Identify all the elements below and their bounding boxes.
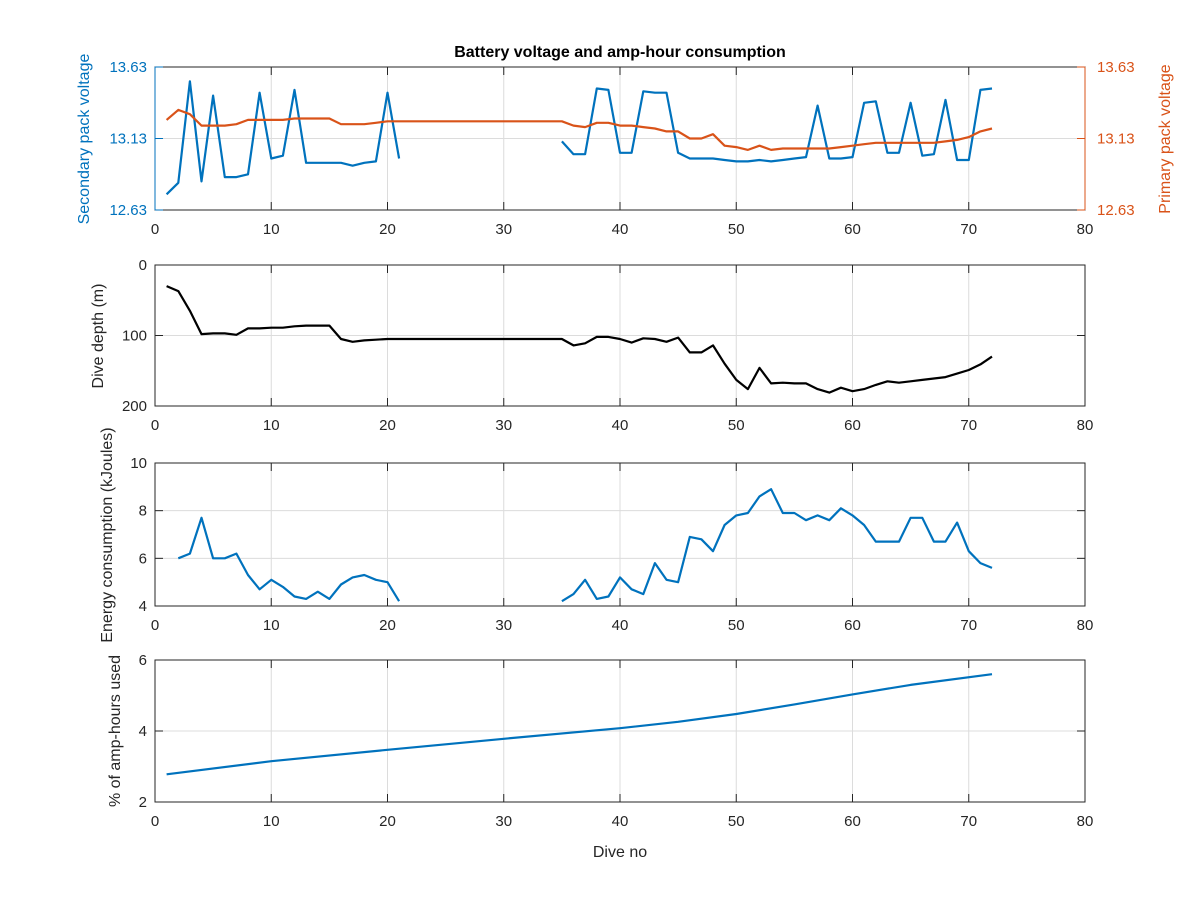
amphours-xtick-label: 70 bbox=[960, 813, 977, 830]
amphours-xtick-label: 50 bbox=[728, 813, 745, 830]
energy-xtick-label: 40 bbox=[612, 617, 629, 634]
depth-xtick-label: 80 bbox=[1077, 417, 1094, 434]
energy-xtick-label: 30 bbox=[495, 617, 512, 634]
figure-title: Battery voltage and amp-hour consumption bbox=[454, 44, 786, 61]
energy-xtick-label: 80 bbox=[1077, 617, 1094, 634]
depth-xtick-label: 60 bbox=[844, 417, 861, 434]
voltage-xtick-label: 0 bbox=[151, 221, 159, 238]
voltage-ytick-label: 13.13 bbox=[109, 131, 147, 148]
voltage-xtick-label: 80 bbox=[1077, 221, 1094, 238]
voltage-right-ytick-label: 12.63 bbox=[1097, 202, 1135, 219]
voltage-ytick-label: 12.63 bbox=[109, 202, 147, 219]
depth-series-line-0 bbox=[166, 285, 993, 394]
depth-ytick-label: 100 bbox=[122, 328, 147, 345]
depth-xtick-label: 50 bbox=[728, 417, 745, 434]
amphours-xlabel: Dive no bbox=[593, 844, 647, 861]
depth-xtick-label: 70 bbox=[960, 417, 977, 434]
voltage-left-ylabel: Secondary pack voltage bbox=[76, 54, 93, 225]
energy-ytick-label: 6 bbox=[139, 550, 147, 567]
voltage-xtick-label: 50 bbox=[728, 221, 745, 238]
energy-ytick-label: 4 bbox=[139, 598, 147, 615]
voltage-xtick-label: 70 bbox=[960, 221, 977, 238]
amphours-xtick-label: 40 bbox=[612, 813, 629, 830]
depth-xtick-label: 20 bbox=[379, 417, 396, 434]
depth-ytick-label: 200 bbox=[122, 398, 147, 415]
energy-plot: 0 10 20 30 40 50 60 70 80 4 6 8 10 Energy consumptio… bbox=[99, 427, 1093, 642]
energy-ylabel: Energy consumption (kJoules) bbox=[99, 427, 116, 642]
voltage-right-ytick-label: 13.63 bbox=[1097, 59, 1135, 76]
depth-plot: 0 10 20 30 40 50 60 70 80 0 100 200 Dive depth (m) bbox=[90, 257, 1093, 434]
energy-xtick-label: 20 bbox=[379, 617, 396, 634]
depth-xtick-label: 0 bbox=[151, 417, 159, 434]
voltage-xtick-label: 10 bbox=[263, 221, 280, 238]
depth-ylabel: Dive depth (m) bbox=[90, 284, 107, 389]
depth-xtick-label: 10 bbox=[263, 417, 280, 434]
energy-xtick-label: 50 bbox=[728, 617, 745, 634]
voltage-xtick-label: 60 bbox=[844, 221, 861, 238]
voltage-series-line-left bbox=[165, 80, 993, 196]
amphours-ylabel: % of amp-hours used bbox=[107, 655, 124, 807]
amphours-ytick-label: 2 bbox=[139, 794, 147, 811]
amphours-xtick-label: 10 bbox=[263, 813, 280, 830]
amphours-ytick-label: 4 bbox=[139, 723, 147, 740]
amphours-xtick-label: 0 bbox=[151, 813, 159, 830]
energy-ytick-label: 10 bbox=[130, 455, 147, 472]
energy-ytick-label: 8 bbox=[139, 503, 147, 520]
voltage-xtick-label: 20 bbox=[379, 221, 396, 238]
voltage-right-ylabel: Primary pack voltage bbox=[1157, 64, 1174, 213]
amphours-series-line-0 bbox=[166, 673, 993, 776]
voltage-right-ytick-label: 13.13 bbox=[1097, 131, 1135, 148]
energy-xtick-label: 60 bbox=[844, 617, 861, 634]
energy-series-line-0 bbox=[177, 488, 993, 603]
voltage-xtick-label: 30 bbox=[495, 221, 512, 238]
depth-ytick-label: 0 bbox=[139, 257, 147, 274]
amphours-xtick-label: 60 bbox=[844, 813, 861, 830]
voltage-series-line-right bbox=[165, 108, 993, 151]
depth-xtick-label: 40 bbox=[612, 417, 629, 434]
energy-xtick-label: 70 bbox=[960, 617, 977, 634]
amphours-xtick-label: 30 bbox=[495, 813, 512, 830]
energy-xtick-label: 10 bbox=[263, 617, 280, 634]
voltage-xtick-label: 40 bbox=[612, 221, 629, 238]
voltage-ytick-label: 13.63 bbox=[109, 59, 147, 76]
amphours-xtick-label: 20 bbox=[379, 813, 396, 830]
depth-xtick-label: 30 bbox=[495, 417, 512, 434]
amphours-ytick-label: 6 bbox=[139, 652, 147, 669]
amphours-xtick-label: 80 bbox=[1077, 813, 1094, 830]
amphours-plot: 0 10 20 30 40 50 60 70 80 2 4 6 % of amp-hours used… bbox=[107, 652, 1093, 861]
energy-xtick-label: 0 bbox=[151, 617, 159, 634]
